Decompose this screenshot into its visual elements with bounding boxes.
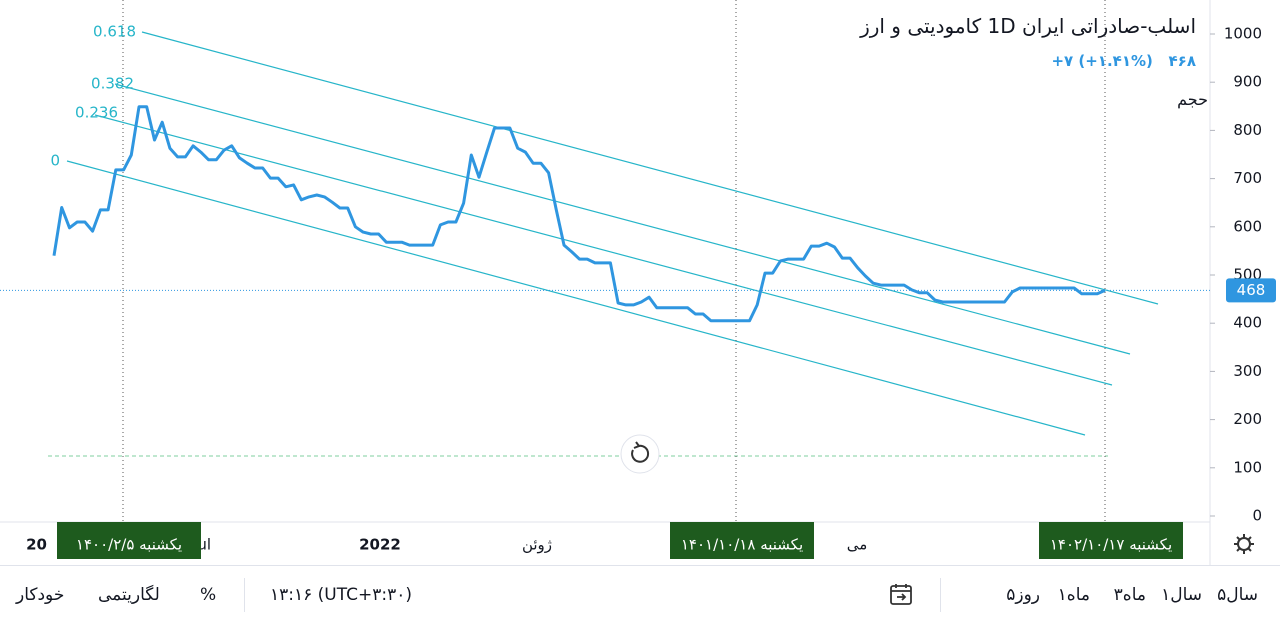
y-tick-label: 100 [1233,458,1262,476]
y-tick-label: 900 [1233,73,1262,91]
last-price-tag [1226,278,1276,303]
fib-label: 0.382 [91,75,134,93]
fib-label: 0.618 [93,23,136,41]
auto-button[interactable]: خودکار [16,585,65,605]
price-line [52,105,1106,323]
calendar-frame[interactable] [890,585,912,605]
y-tick-label: 200 [1233,410,1262,428]
title: اسلب-صادراتی ایران 1D کامودیتی و ارز [860,14,1196,38]
range-button[interactable]: ۱سال [1161,585,1202,605]
y-tick-label: 0 [1252,507,1262,525]
range-button[interactable]: ۵سال [1217,585,1258,605]
volume-label: حجم [1177,90,1208,109]
percent-button[interactable]: % [200,585,217,605]
calendar-icon[interactable] [889,582,915,608]
y-tick-label: 400 [1233,314,1262,332]
fib-line [94,114,1113,386]
separator [244,578,245,612]
change: +۷ (+۱.۴۱%) [1051,52,1153,70]
date-tag-label: یکشنبه ۱۴۰۱/۱۰/۱۸ [681,536,803,554]
range-button[interactable]: ۵روز [1006,585,1040,605]
range-button[interactable]: ۱ماه [1057,585,1090,605]
log-button[interactable]: لگاریتمی [98,585,160,605]
range-button[interactable]: ۳ماه [1113,585,1146,605]
toolbar: ۵سال ۱سال ۳ماه ۱ماه ۵روز ۱۳:۱۶ (UTC+۳:۳۰… [0,565,1280,624]
reset-button[interactable] [620,434,660,474]
gear[interactable] [1234,534,1254,554]
chart: 010020030040050060070080090010000.6180.3… [0,0,1276,565]
y-tick-label: 300 [1233,362,1262,380]
fib-line [66,160,1086,436]
y-tick-label: 600 [1233,217,1262,235]
x-tick-label: ژوئن [522,536,552,554]
y-tick-label: 1000 [1224,25,1262,43]
time[interactable]: ۱۳:۱۶ (UTC+۳:۳۰) [270,585,412,605]
x-tick-label: 20 [26,536,47,554]
reset-icon[interactable] [633,441,641,449]
settings-icon[interactable] [1234,534,1254,554]
price: ۴۶۸ [1168,52,1196,70]
calendar-mark[interactable] [891,584,911,601]
y-tick-label: 800 [1233,121,1262,139]
fib-line [141,31,1159,305]
date-tag [1039,522,1183,559]
date-tag-label: یکشنبه ۱۴۰۲/۱۰/۱۷ [1050,536,1172,554]
separator [940,578,941,612]
date-tag [57,522,201,559]
last-price-label: 468 [1237,281,1266,299]
reset-icon[interactable] [631,444,650,463]
x-tick-label: 2022 [359,536,401,554]
x-tick-label: می [847,536,868,554]
price-info: ۴۶۸ +۷ (+۱.۴۱%) [1051,52,1196,70]
date-tag-label: یکشنبه ۱۴۰۰/۲/۵ [76,536,182,554]
fib-line [114,83,1131,355]
fib-label: 0 [50,152,60,170]
y-tick-label: 700 [1233,169,1262,187]
reset-circle[interactable] [620,434,660,474]
date-tag [670,522,814,559]
fib-label: 0.236 [75,104,118,122]
